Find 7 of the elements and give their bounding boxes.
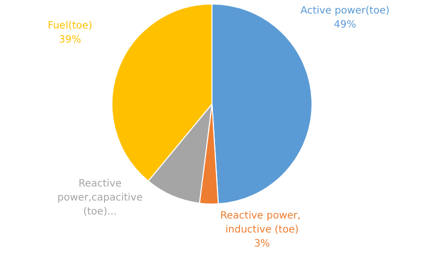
slice-label: Active power(toe) (300, 6, 390, 16)
slice-label: Fuel(toe) (48, 20, 92, 32)
data-label: 3% (254, 238, 270, 250)
slice-label: Reactive power,capacitive (toe)... (57, 178, 143, 218)
data-label: 49% (334, 20, 356, 30)
data-label: 39% (58, 34, 82, 46)
slice-label: Reactive power, inductive (toe) (220, 210, 304, 236)
